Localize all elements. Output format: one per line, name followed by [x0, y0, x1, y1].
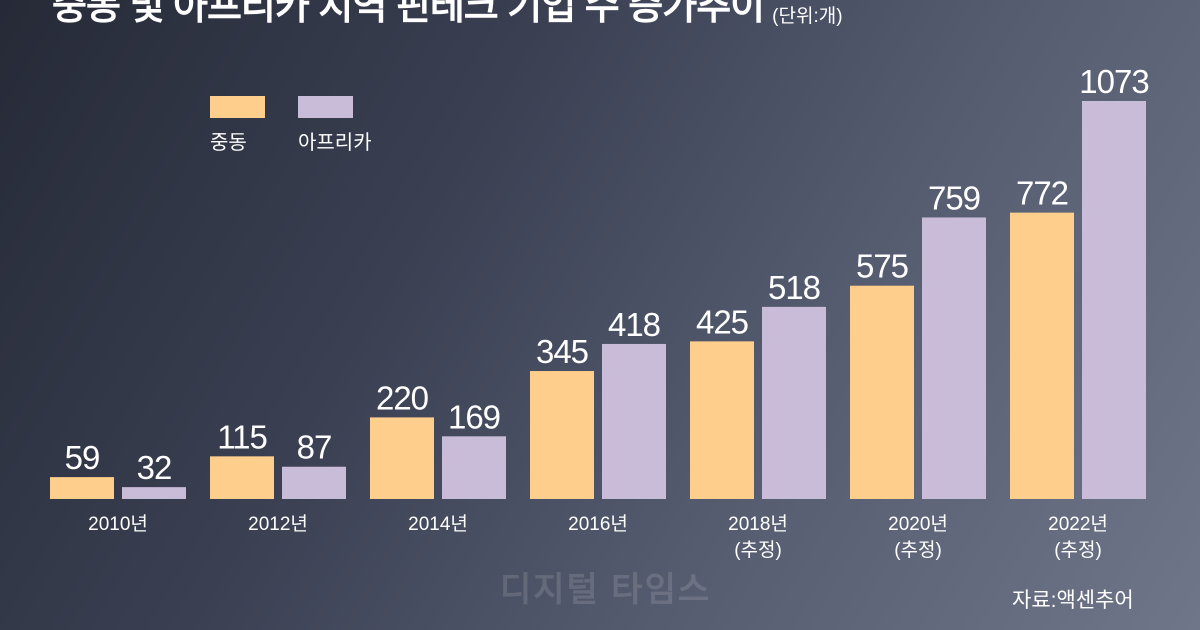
data-label-middle-east-5: 575	[856, 248, 908, 285]
bar-africa-1	[282, 466, 346, 499]
x-tick-label-6-0: 2022년	[1048, 513, 1108, 535]
source-label: 자료:액센추어	[1012, 589, 1134, 612]
data-label-middle-east-6: 772	[1016, 175, 1068, 212]
bar-africa-6	[1082, 101, 1146, 499]
data-label-africa-0: 32	[137, 449, 172, 486]
legend-item-africa: 아프리카	[298, 96, 372, 154]
bar-middle-east-2	[370, 417, 434, 499]
bar-middle-east-4	[690, 341, 754, 499]
watermark: 디지털 타임스	[500, 571, 712, 609]
bar-middle-east-1	[210, 456, 274, 499]
x-tick-label-4-0: 2018년	[728, 513, 788, 535]
x-tick-label-3-0: 2016년	[568, 513, 628, 535]
data-label-africa-6: 1073	[1079, 63, 1148, 100]
x-tick-label-5-0: 2020년	[888, 513, 948, 535]
bar-africa-3	[602, 343, 666, 499]
data-label-middle-east-1: 115	[217, 418, 267, 455]
data-label-africa-4: 518	[768, 269, 820, 306]
bar-africa-4	[762, 306, 826, 499]
bar-africa-2	[442, 436, 506, 499]
legend-item-middle-east: 중동	[210, 96, 265, 154]
data-label-africa-2: 169	[448, 398, 500, 435]
legend-swatch-africa	[298, 96, 353, 118]
data-label-africa-5: 759	[928, 179, 980, 216]
x-tick-label-1-0: 2012년	[248, 513, 308, 535]
data-label-africa-1: 87	[297, 429, 332, 466]
data-label-middle-east-0: 59	[65, 439, 100, 476]
legend-label-middle-east: 중동	[210, 132, 247, 154]
x-tick-label-0-0: 2010년	[88, 513, 148, 535]
chart-title: 중동 및 아프리카 지역 핀테크 기업 수 증가추이	[52, 0, 765, 28]
bar-africa-0	[122, 487, 186, 499]
bar-middle-east-5	[850, 285, 914, 499]
bar-middle-east-0	[50, 477, 114, 499]
bar-middle-east-6	[1010, 212, 1074, 500]
x-tick-label-6-1: (추정)	[1054, 539, 1102, 561]
data-label-middle-east-3: 345	[536, 333, 588, 370]
data-label-middle-east-4: 425	[696, 303, 748, 340]
title-row: 중동 및 아프리카 지역 핀테크 기업 수 증가추이 (단위:개)	[52, 0, 843, 26]
x-tick-label-2-0: 2014년	[408, 513, 468, 535]
unit-label: (단위:개)	[772, 6, 843, 27]
legend-swatch-middle-east	[210, 96, 265, 118]
x-tick-label-5-1: (추정)	[894, 539, 942, 561]
bar-middle-east-3	[530, 371, 594, 499]
data-label-middle-east-2: 220	[376, 379, 429, 416]
legend-label-africa: 아프리카	[298, 132, 372, 154]
data-label-africa-3: 418	[608, 306, 660, 343]
x-tick-label-4-1: (추정)	[734, 539, 782, 561]
bar-africa-5	[922, 217, 986, 499]
